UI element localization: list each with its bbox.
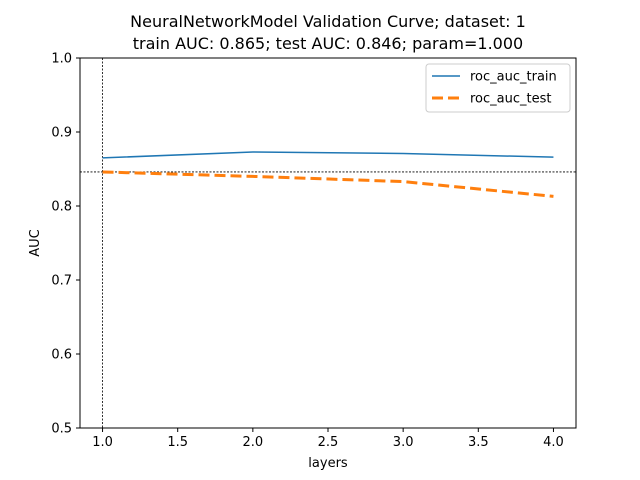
y-tick-label: 0.8 (51, 200, 72, 215)
y-tick-label: 0.7 (51, 274, 72, 289)
y-tick-label: 0.6 (51, 348, 72, 363)
chart-title-line1: NeuralNetworkModel Validation Curve; dat… (130, 12, 526, 31)
x-tick-label: 1.0 (92, 435, 113, 450)
chart-title-line2: train AUC: 0.865; test AUC: 0.846; param… (133, 34, 523, 53)
x-axis-label: layers (308, 456, 348, 471)
y-axis-label: AUC (28, 229, 43, 257)
series-line-roc_auc_train (102, 151, 554, 159)
x-tick-label: 3.5 (468, 435, 489, 450)
legend-box (425, 63, 571, 113)
series-line-roc_auc_test (102, 170, 554, 198)
x-tick-label: 4.0 (543, 435, 564, 450)
y-tick-label: 1.0 (51, 52, 72, 67)
legend: roc_auc_train roc_auc_test (425, 63, 571, 113)
legend-label-roc_auc_train: roc_auc_train (470, 70, 557, 85)
plot-area: 1.0 1.5 2.0 2.5 3.0 3.5 4.0 0.5 0.6 0.7 0.8 0.9 1.0 (51, 52, 577, 450)
legend-label-roc_auc_test: roc_auc_test (470, 92, 551, 107)
x-tick-label: 3.0 (393, 435, 414, 450)
y-tick-label: 0.9 (51, 126, 72, 141)
x-tick-label: 2.0 (243, 435, 264, 450)
x-tick-label: 2.5 (318, 435, 339, 450)
x-tick-label: 1.5 (167, 435, 188, 450)
y-tick-label: 0.5 (51, 422, 72, 437)
